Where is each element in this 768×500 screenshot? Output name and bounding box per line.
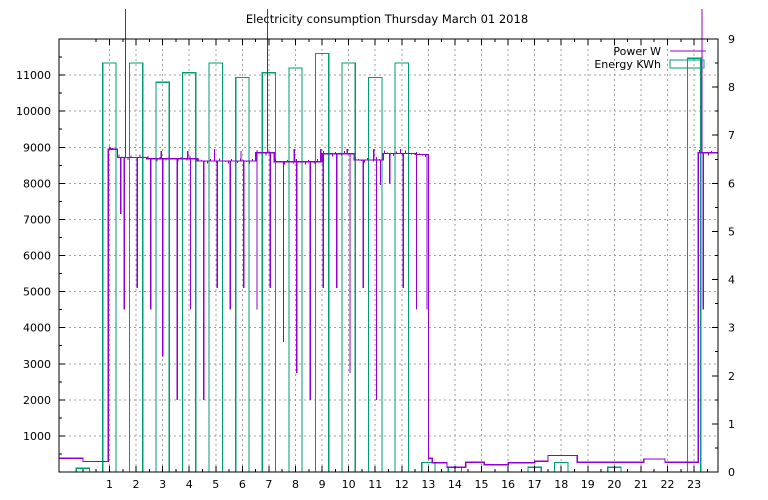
x-tick-label: 7 <box>265 478 272 491</box>
y-left-tick-label: 8000 <box>23 177 51 190</box>
x-tick-label: 9 <box>319 478 326 491</box>
x-tick-label: 10 <box>342 478 356 491</box>
y-left-tick-label: 4000 <box>23 322 51 335</box>
x-tick-label: 22 <box>661 478 675 491</box>
y-right-tick-label: 8 <box>728 81 735 94</box>
y-left-tick-label: 11000 <box>16 69 51 82</box>
y-left-tick-label: 2000 <box>23 394 51 407</box>
energy-bar <box>261 72 277 473</box>
y-right-tick-label: 5 <box>728 225 735 238</box>
plot-frame <box>58 38 719 473</box>
x-tick-label: 21 <box>634 478 648 491</box>
x-tick-label: 3 <box>159 478 166 491</box>
y-right-tick-label: 9 <box>728 33 735 46</box>
legend-label-energy: Energy KWh <box>594 58 661 71</box>
x-tick-label: 11 <box>368 478 382 491</box>
y-left-tick-label: 10000 <box>16 105 51 118</box>
x-tick-label: 2 <box>133 478 140 491</box>
y-left-tick-label: 1000 <box>23 430 51 443</box>
axes: 1 2 3 4 5 6 7 8 9 10 11 12 13 14 15 16 17 18 19 20 21 22 23100… <box>16 33 735 491</box>
power-line <box>59 9 718 468</box>
y-right-tick-label: 3 <box>728 322 735 335</box>
x-tick-label: 13 <box>421 478 435 491</box>
x-tick-label: 14 <box>448 478 462 491</box>
energy-bar <box>181 72 197 473</box>
x-tick-label: 6 <box>239 478 246 491</box>
energy-bars <box>75 52 702 473</box>
y-left-tick-label: 9000 <box>23 141 51 154</box>
y-left-tick-label: 6000 <box>23 250 51 263</box>
y-right-tick-label: 2 <box>728 370 735 383</box>
x-tick-label: 17 <box>528 478 542 491</box>
power-line-path <box>59 148 718 468</box>
power-line-ripples <box>109 146 713 165</box>
y-left-tick-label: 3000 <box>23 358 51 371</box>
x-tick-label: 12 <box>395 478 409 491</box>
x-tick-label: 19 <box>581 478 595 491</box>
y-right-tick-label: 0 <box>728 466 735 479</box>
y-left-tick-label: 7000 <box>23 213 51 226</box>
y-right-tick-label: 6 <box>728 177 735 190</box>
x-tick-label: 1 <box>106 478 113 491</box>
y-right-tick-label: 7 <box>728 129 735 142</box>
chart-title: Electricity consumption Thursday March 0… <box>246 12 528 26</box>
x-tick-label: 5 <box>212 478 219 491</box>
x-tick-label: 20 <box>607 478 621 491</box>
x-tick-label: 23 <box>687 478 701 491</box>
y-right-tick-label: 1 <box>728 418 735 431</box>
legend-label-power: Power W <box>613 45 661 58</box>
x-tick-label: 15 <box>475 478 489 491</box>
x-tick-label: 18 <box>554 478 568 491</box>
x-tick-label: 16 <box>501 478 515 491</box>
y-left-tick-label: 5000 <box>23 286 51 299</box>
x-tick-label: 8 <box>292 478 299 491</box>
grid <box>59 39 718 472</box>
y-right-tick-label: 4 <box>728 274 735 287</box>
legend-swatch-energy <box>669 59 705 69</box>
x-tick-label: 4 <box>186 478 193 491</box>
